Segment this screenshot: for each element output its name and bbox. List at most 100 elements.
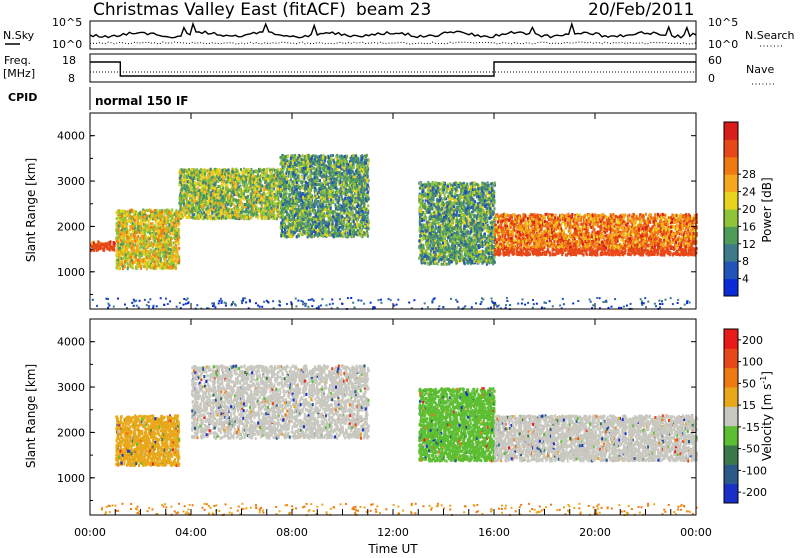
power-point (148, 226, 150, 229)
power-point (208, 199, 210, 202)
power-point (259, 183, 261, 186)
power-point (118, 253, 120, 256)
power-point (166, 238, 168, 241)
power-point (156, 224, 158, 227)
power-point (264, 180, 266, 183)
power-point (206, 217, 208, 220)
power-point (240, 211, 242, 214)
power-point (179, 211, 181, 214)
power-point (229, 202, 231, 205)
power-point (150, 241, 152, 244)
power-point (203, 204, 205, 207)
power-point (181, 187, 183, 190)
power-point (267, 174, 269, 177)
power-point (166, 212, 168, 215)
power-point (169, 232, 171, 235)
power-point (151, 214, 153, 217)
power-point (271, 192, 273, 195)
power-point (147, 241, 149, 244)
power-point (128, 231, 130, 234)
frequency-panel: Freq. [MHz] 18 8 60 0 Nave (3, 54, 776, 85)
power-point (246, 187, 248, 190)
power-point (118, 232, 120, 235)
power-point (255, 201, 257, 204)
power-point (171, 229, 173, 232)
power-point (171, 217, 173, 220)
cpid-row: CPID normal 150 IF (8, 87, 189, 110)
power-point (250, 196, 252, 199)
freq-left-tick-bottom: 8 (68, 72, 75, 85)
power-point (212, 217, 214, 220)
power-point (140, 235, 142, 238)
power-point (117, 244, 119, 247)
power-point (191, 168, 193, 171)
power-point (198, 207, 200, 210)
power-point (253, 198, 255, 201)
power-point (146, 256, 148, 259)
power-point (137, 241, 139, 244)
power-point (223, 176, 225, 179)
power-point (129, 228, 131, 231)
power-point (138, 265, 140, 268)
frequency-trace (90, 62, 696, 76)
power-point (253, 170, 255, 173)
power-point (218, 217, 220, 220)
power-point (138, 254, 140, 257)
power-point (253, 212, 255, 215)
power-point (183, 179, 185, 182)
power-point (127, 262, 129, 265)
power-point (149, 208, 151, 211)
power-point (233, 198, 235, 201)
power-point (153, 237, 155, 240)
power-point (133, 210, 135, 213)
power-point (175, 241, 177, 244)
power-point (200, 174, 202, 177)
power-point (231, 211, 233, 214)
power-point (186, 185, 188, 188)
power-point (129, 262, 131, 265)
power-point (236, 201, 238, 204)
power-point (242, 177, 244, 180)
power-point (139, 248, 141, 251)
power-point (233, 190, 235, 193)
power-point (139, 212, 141, 215)
power-point (179, 184, 181, 187)
power-point (253, 178, 255, 181)
power-point (211, 212, 213, 215)
power-point (236, 208, 238, 211)
power-point (197, 199, 199, 202)
power-point (255, 183, 257, 186)
power-point (109, 248, 111, 251)
power-point (172, 249, 174, 252)
power-point (263, 208, 265, 211)
power-point (194, 181, 196, 184)
power-point (129, 211, 131, 214)
power-point (232, 178, 234, 181)
power-point (128, 217, 130, 220)
power-point (127, 267, 129, 270)
power-point (223, 206, 225, 209)
power-point (270, 196, 272, 199)
power-point (273, 217, 275, 220)
power-point (137, 219, 139, 222)
power-point (224, 190, 226, 193)
power-point (147, 255, 149, 258)
power-point (147, 238, 149, 241)
power-point (172, 246, 174, 249)
power-point (277, 171, 279, 174)
power-point (122, 237, 124, 240)
power-point (120, 262, 122, 265)
power-point (169, 252, 171, 255)
power-point (231, 203, 233, 206)
power-point (124, 224, 126, 227)
power-point (259, 170, 261, 173)
power-point (182, 196, 184, 199)
power-point (98, 241, 100, 244)
power-point (187, 209, 189, 212)
power-point (240, 176, 242, 179)
power-point (261, 217, 263, 220)
power-point (243, 210, 245, 213)
power-point (256, 190, 258, 193)
power-point (139, 240, 141, 243)
